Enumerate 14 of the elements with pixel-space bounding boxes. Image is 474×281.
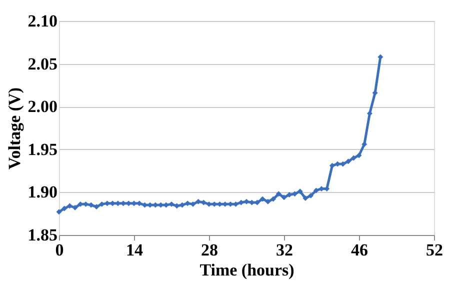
x-tick-label: 46 [351,240,368,260]
y-tick-label: 2.05 [28,54,58,74]
x-tick-label: 0 [55,240,64,260]
x-tick-label: 32 [276,240,293,260]
x-tick-label: 14 [126,240,144,260]
x-tick-label: 52 [426,240,443,260]
y-tick-label: 2.10 [28,12,58,30]
y-tick-label: 1.90 [28,182,58,202]
y-tick-label: 1.95 [28,140,58,159]
y-axis-title: Voltage (V) [4,88,24,170]
x-axis-title: Time (hours) [200,260,294,280]
x-tick-label: 28 [201,240,218,260]
y-tick-label: 2.00 [28,97,58,116]
y-tick-label: 1.85 [28,226,58,244]
